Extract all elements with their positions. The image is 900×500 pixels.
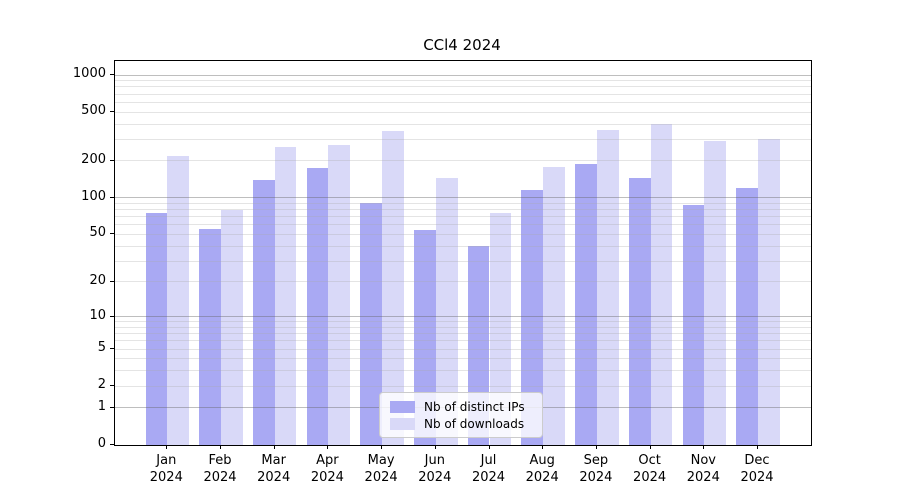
legend-entry-distinct-ips: Nb of distinct IPs <box>390 399 534 415</box>
x-tick-mark <box>381 445 383 449</box>
bar-downloads <box>489 213 512 445</box>
x-tick-label: May 2024 <box>364 453 398 485</box>
bar-distinct-ips <box>360 203 383 445</box>
bar-downloads <box>328 145 351 445</box>
bar-distinct-ips <box>199 228 221 445</box>
minor-gridline <box>115 138 811 140</box>
y-tick-label: 1 <box>97 398 106 414</box>
y-tick-label: 0 <box>97 436 106 451</box>
bar-downloads <box>758 139 780 445</box>
y-tick-mark <box>110 315 115 317</box>
minor-gridline <box>115 101 811 103</box>
minor-gridline <box>115 86 811 88</box>
bar-distinct-ips <box>575 163 597 445</box>
major-gridline <box>115 74 811 76</box>
y-tick-label: 500 <box>81 103 106 119</box>
x-tick-label: Jan 2024 <box>149 453 183 485</box>
y-tick-mark <box>110 385 115 387</box>
bar-distinct-ips <box>628 178 651 445</box>
y-tick-mark <box>110 280 115 282</box>
bar-distinct-ips <box>521 190 544 445</box>
y-tick-mark <box>110 159 115 161</box>
bar-distinct-ips <box>145 213 168 445</box>
y-tick-mark <box>110 196 115 198</box>
x-tick-mark <box>273 445 275 449</box>
legend-swatch-downloads <box>390 417 415 430</box>
bar-distinct-ips <box>252 180 275 445</box>
bar-downloads <box>704 141 727 445</box>
y-tick-label: 10 <box>89 307 106 323</box>
bar-downloads <box>274 147 297 445</box>
x-tick-mark <box>488 445 490 449</box>
x-tick-mark <box>703 445 705 449</box>
x-tick-label: Jul 2024 <box>471 453 506 485</box>
bar-downloads <box>596 130 619 445</box>
bar-downloads <box>382 131 404 445</box>
y-tick-label: 100 <box>81 188 106 204</box>
y-tick-mark <box>110 348 115 350</box>
bar-distinct-ips <box>682 204 705 445</box>
minor-gridline <box>115 123 811 125</box>
x-tick-label: Nov 2024 <box>686 453 720 485</box>
plot-area <box>114 60 812 446</box>
legend-swatch-distinct-ips <box>390 400 415 413</box>
x-tick-label: Feb 2024 <box>203 453 237 485</box>
y-tick-label: 2 <box>97 377 106 393</box>
x-tick-label: Aug 2024 <box>525 453 559 485</box>
legend-label-downloads: Nb of downloads <box>424 416 525 431</box>
x-tick-mark <box>649 445 651 449</box>
x-tick-mark <box>327 445 329 449</box>
bar-distinct-ips <box>414 230 436 445</box>
bar-downloads <box>435 178 458 445</box>
bar-downloads <box>221 209 243 445</box>
x-tick-mark <box>434 445 436 449</box>
bar-distinct-ips <box>736 188 758 445</box>
x-tick-label: Sep 2024 <box>579 453 613 485</box>
legend-label-distinct-ips: Nb of distinct IPs <box>424 399 525 414</box>
bar-downloads <box>543 166 565 445</box>
bar-distinct-ips <box>306 168 329 445</box>
y-tick-mark <box>110 74 115 75</box>
x-tick-mark <box>542 445 544 449</box>
y-tick-label: 5 <box>97 340 106 356</box>
x-tick-label: Mar 2024 <box>257 453 291 485</box>
x-tick-label: Oct 2024 <box>633 453 667 485</box>
bar-downloads <box>167 155 190 445</box>
x-tick-mark <box>220 445 221 449</box>
y-tick-label: 50 <box>89 225 106 241</box>
y-tick-mark <box>110 111 115 113</box>
x-tick-label: Jun 2024 <box>418 453 452 485</box>
x-tick-mark <box>595 445 597 449</box>
y-tick-mark <box>110 233 115 235</box>
x-tick-label: Apr 2024 <box>310 453 344 485</box>
x-tick-mark <box>166 445 168 449</box>
y-tick-mark <box>110 444 115 445</box>
y-tick-label: 20 <box>89 272 106 288</box>
legend: Nb of distinct IPs Nb of downloads <box>379 392 543 438</box>
legend-entry-downloads: Nb of downloads <box>390 416 534 432</box>
x-tick-label: Dec 2024 <box>740 453 774 485</box>
x-tick-mark <box>757 445 758 449</box>
minor-gridline <box>115 80 811 82</box>
chart-title: CCl4 2024 <box>423 36 501 54</box>
bar-downloads <box>650 124 673 445</box>
minor-gridline <box>115 111 811 113</box>
y-tick-label: 200 <box>81 151 106 167</box>
y-tick-mark <box>110 406 115 408</box>
y-tick-label: 1000 <box>72 66 106 81</box>
minor-gridline <box>115 93 811 95</box>
